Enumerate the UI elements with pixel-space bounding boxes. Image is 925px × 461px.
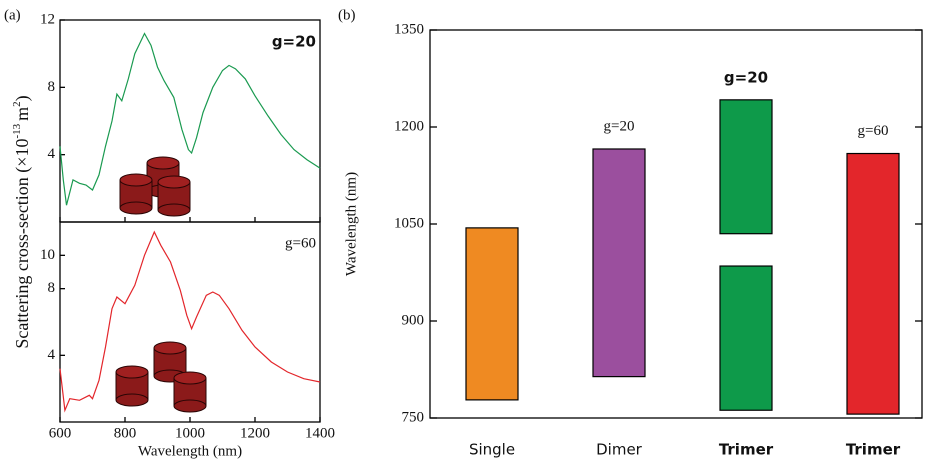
x-tick-label: 600 bbox=[49, 425, 72, 441]
y-tick-label: 12 bbox=[40, 11, 55, 27]
category-label: Trimer bbox=[719, 441, 774, 459]
range-bar bbox=[846, 152, 900, 415]
range-bar bbox=[719, 265, 773, 411]
range-bar bbox=[719, 99, 773, 235]
category-label: Trimer bbox=[846, 441, 901, 459]
category-label: Single bbox=[469, 441, 515, 459]
y-tick-label: 8 bbox=[48, 280, 56, 296]
y-tick-label: 1200 bbox=[394, 118, 424, 134]
x-tick-label: 1200 bbox=[240, 425, 270, 441]
y-axis-label-part: -13 bbox=[11, 123, 23, 138]
panel-label: (a) bbox=[4, 7, 21, 23]
y-axis-label: Wavelength (nm) bbox=[343, 172, 359, 276]
bar-label: g=20 bbox=[604, 118, 635, 134]
panel-label: (b) bbox=[338, 7, 356, 23]
curve bbox=[59, 230, 321, 413]
y-tick-label: 10 bbox=[40, 247, 55, 263]
x-tick-label: 800 bbox=[114, 425, 137, 441]
y-tick-label: 900 bbox=[402, 312, 425, 328]
x-tick-label: 1400 bbox=[305, 425, 335, 441]
cylinders-top bbox=[119, 156, 191, 217]
y-axis-label: Scattering cross-section (×10-13 m2) bbox=[11, 95, 34, 348]
y-axis-label-part: 2 bbox=[11, 101, 23, 107]
curve bbox=[59, 32, 321, 206]
y-axis-label-part: Scattering cross-section (×10 bbox=[12, 139, 33, 349]
bar-label: g=60 bbox=[858, 123, 889, 139]
category-label: Dimer bbox=[596, 441, 643, 459]
x-axis-label: Wavelength (nm) bbox=[138, 443, 242, 459]
y-tick-label: 8 bbox=[48, 79, 56, 95]
y-tick-label: 750 bbox=[402, 409, 425, 425]
y-axis-label-part: ) bbox=[12, 95, 33, 101]
range-bar bbox=[465, 227, 519, 401]
y-tick-label: 1350 bbox=[394, 21, 424, 37]
annotation: g=20 bbox=[272, 33, 316, 51]
y-axis-label-part: m bbox=[12, 107, 32, 121]
annotation: g=60 bbox=[285, 235, 316, 251]
cylinders-bottom bbox=[115, 341, 207, 413]
range-bar bbox=[592, 148, 646, 378]
x-tick-label: 1000 bbox=[175, 425, 205, 441]
y-tick-label: 4 bbox=[48, 347, 56, 363]
y-tick-label: 4 bbox=[48, 146, 56, 162]
y-tick-label: 1050 bbox=[394, 215, 424, 231]
bar-label: g=20 bbox=[724, 68, 768, 86]
